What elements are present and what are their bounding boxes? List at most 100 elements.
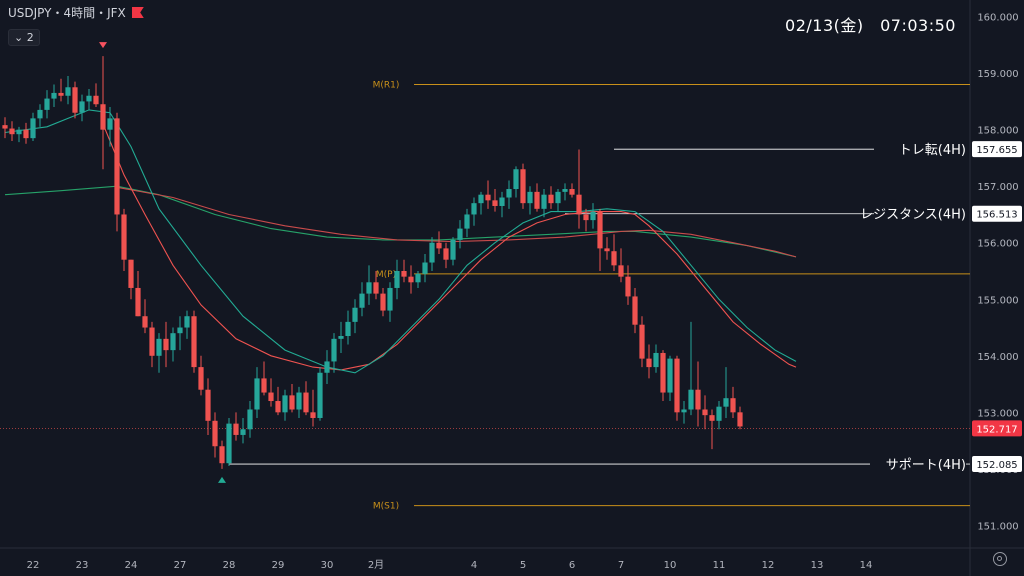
candle-body xyxy=(730,398,736,413)
candle-body xyxy=(114,118,120,215)
candle xyxy=(723,367,729,418)
candle-body xyxy=(478,194,484,204)
candle xyxy=(366,265,372,305)
candle xyxy=(303,381,309,416)
candle xyxy=(730,386,736,418)
candle xyxy=(387,282,393,322)
candle-body xyxy=(2,125,8,129)
candle xyxy=(247,401,253,438)
candle xyxy=(716,401,722,430)
candle-body xyxy=(555,191,561,204)
candle-body xyxy=(135,287,141,317)
candle-body xyxy=(611,251,617,266)
candle xyxy=(86,88,92,110)
candle-body xyxy=(527,191,533,204)
candle xyxy=(212,412,218,458)
candle-body xyxy=(653,352,659,368)
candle xyxy=(338,321,344,353)
y-tick-label: 159.000 xyxy=(977,69,1018,80)
symbol-title[interactable]: USDJPY・4時間・JFX xyxy=(8,6,126,20)
candle-body xyxy=(464,214,470,229)
buy-marker xyxy=(218,476,226,483)
candle-body xyxy=(128,259,134,288)
x-tick-label: 7 xyxy=(618,560,624,571)
candle xyxy=(380,287,386,317)
candle xyxy=(135,271,141,317)
candle xyxy=(359,282,365,317)
candle-body xyxy=(604,248,610,252)
candle xyxy=(478,191,484,215)
candle xyxy=(548,186,554,209)
candle xyxy=(576,149,582,229)
candle xyxy=(618,248,624,283)
datetime-display: 02/13(金) 07:03:50 xyxy=(785,16,956,35)
candle xyxy=(506,180,512,209)
candle-body xyxy=(401,271,407,277)
candle-body xyxy=(142,316,148,328)
candle-body xyxy=(44,98,50,110)
candle xyxy=(492,189,498,212)
x-tick-label: 22 xyxy=(27,560,40,571)
candle-body xyxy=(296,392,302,410)
candle xyxy=(51,84,57,108)
sell-marker xyxy=(99,42,107,49)
candle xyxy=(107,107,113,147)
candle-body xyxy=(688,389,694,410)
candle xyxy=(471,197,477,226)
candle xyxy=(58,78,64,102)
candle xyxy=(394,259,400,300)
candle-body xyxy=(506,189,512,198)
candle xyxy=(275,386,281,416)
y-tick-label: 160.000 xyxy=(977,13,1018,24)
x-tick-label: 28 xyxy=(223,560,236,571)
x-tick-label: 5 xyxy=(520,560,526,571)
candle-body xyxy=(16,129,22,135)
x-tick-label: 24 xyxy=(125,560,138,571)
price-tag: 157.655 xyxy=(976,145,1017,156)
candle xyxy=(450,237,456,266)
candle xyxy=(268,378,274,407)
candle-body xyxy=(324,361,330,373)
candle-body xyxy=(247,409,253,430)
candle xyxy=(114,112,120,232)
candle-body xyxy=(443,248,449,260)
x-tick-label: 30 xyxy=(321,560,334,571)
y-tick-label: 151.000 xyxy=(977,521,1018,532)
y-tick-label: 153.000 xyxy=(977,408,1018,419)
candle-body xyxy=(541,194,547,209)
candle-body xyxy=(366,282,372,294)
candle-body xyxy=(520,169,526,204)
candle-body xyxy=(156,338,162,356)
candle xyxy=(639,316,645,368)
settings-icon[interactable] xyxy=(993,552,1007,566)
candle-body xyxy=(100,104,106,130)
candle-body xyxy=(254,378,260,410)
candle xyxy=(261,361,267,396)
candle xyxy=(688,321,694,416)
symbol-header[interactable]: USDJPY・4時間・JFX xyxy=(8,4,144,21)
candle-body xyxy=(338,336,344,339)
pivot-label: M(S1) xyxy=(373,502,399,512)
candle xyxy=(569,183,575,198)
candle-body xyxy=(23,129,29,139)
candle xyxy=(436,231,442,255)
candle-body xyxy=(184,316,190,328)
candle-body xyxy=(408,276,414,283)
x-tick-label: 23 xyxy=(76,560,89,571)
candle xyxy=(65,75,71,105)
candle-body xyxy=(660,352,666,393)
price-tag-bg xyxy=(972,141,1022,158)
candle-body xyxy=(646,358,652,368)
indicator-toggle[interactable]: ⌄ 2 xyxy=(8,29,40,46)
candle xyxy=(142,299,148,334)
candle-body xyxy=(597,211,603,249)
candle-body xyxy=(576,194,582,215)
x-tick-label: 13 xyxy=(811,560,824,571)
flag-icon[interactable] xyxy=(131,7,144,18)
x-tick-label: 4 xyxy=(471,560,477,571)
candle xyxy=(317,367,323,421)
candle xyxy=(709,409,715,450)
candle xyxy=(149,321,155,368)
candle-body xyxy=(485,194,491,201)
